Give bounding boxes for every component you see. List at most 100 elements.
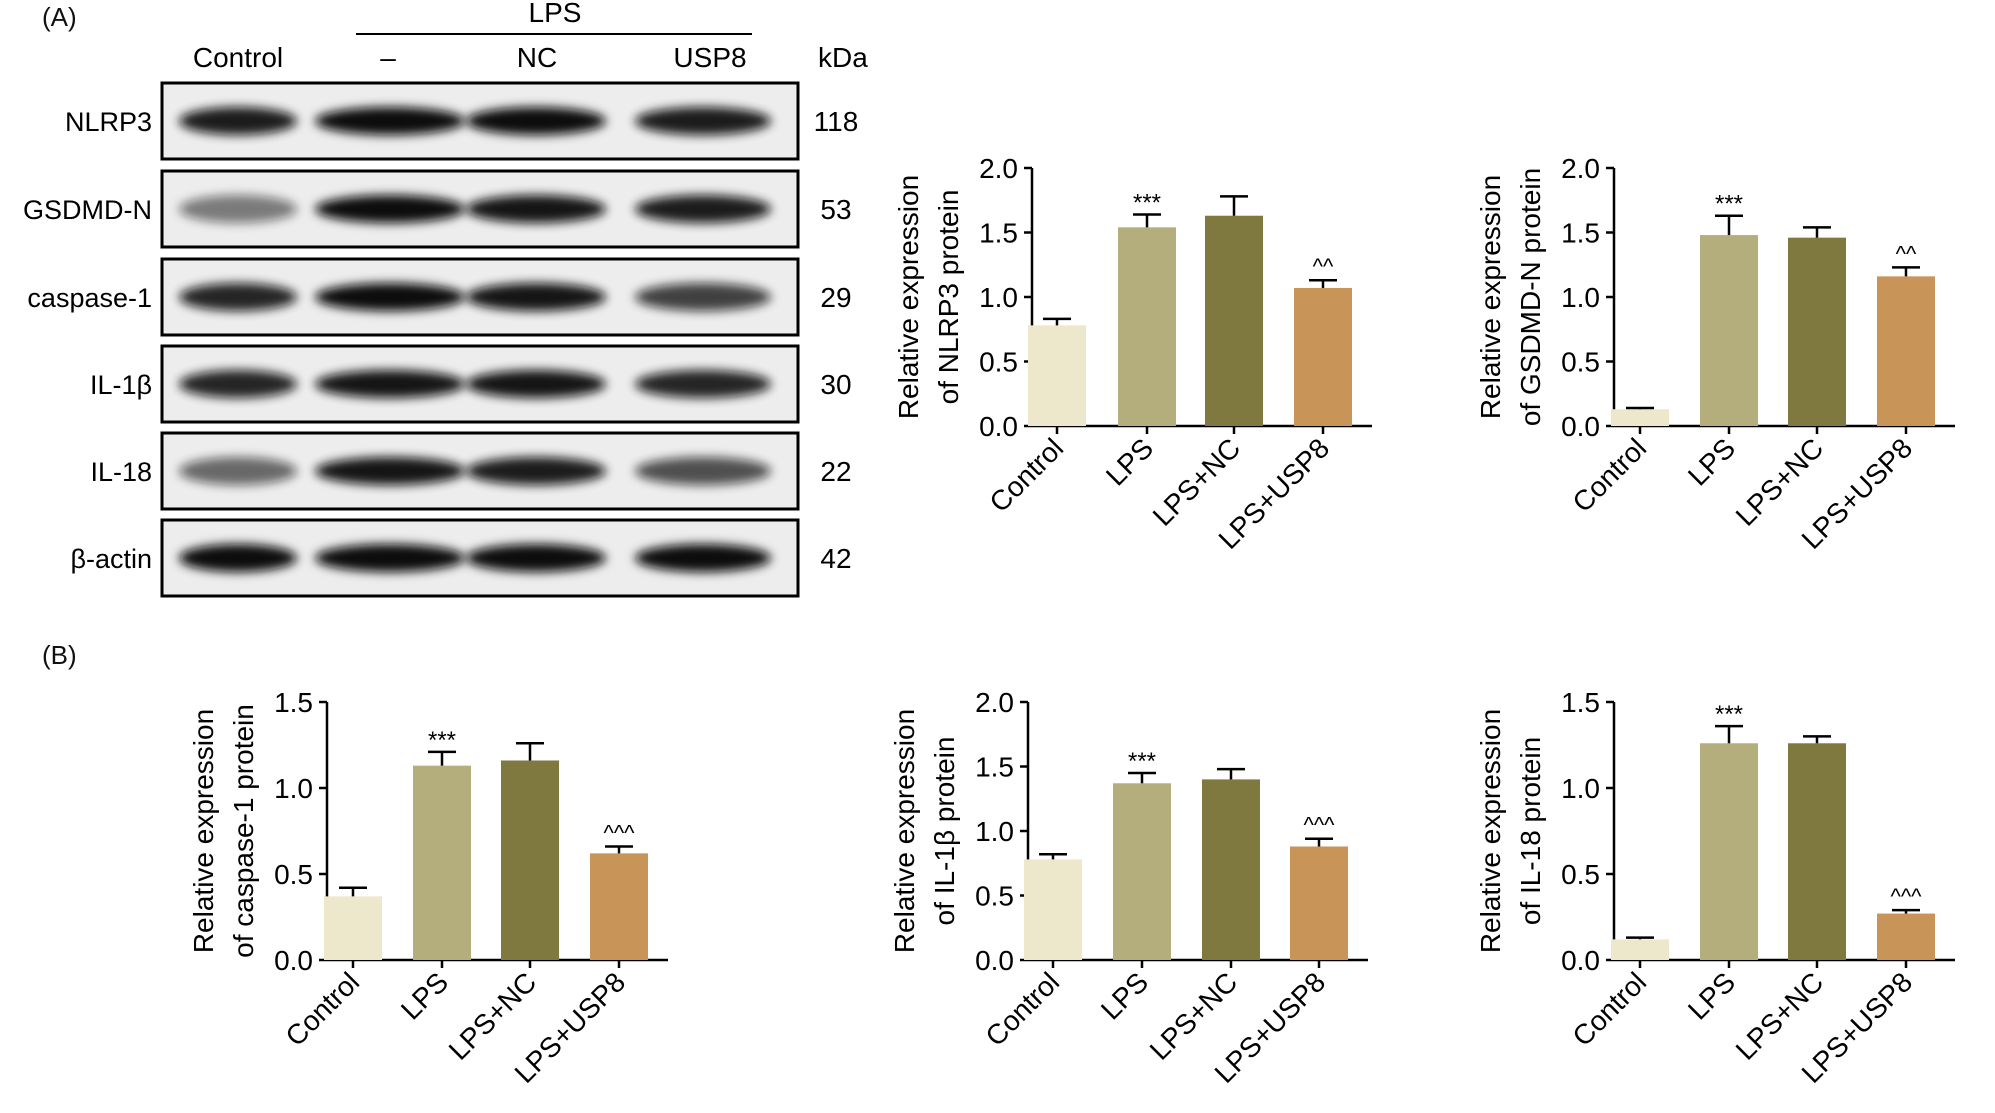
x-tick-label: LPS: [1095, 966, 1154, 1025]
blot-band: [315, 457, 465, 485]
y-tick-label: 1.0: [1561, 773, 1600, 804]
blot-band: [179, 544, 297, 572]
blot-band: [466, 107, 606, 135]
y-tick-label: 0.5: [1561, 347, 1600, 378]
y-tick-label: 1.5: [979, 218, 1018, 249]
bar-chart-3: 0.0 0.5 1.0 1.5 2.0 Relative expression of IL-…: [889, 687, 1368, 1089]
y-tick-label: 2.0: [1561, 153, 1600, 184]
y-axis-label: Relative expression of IL-18 protein: [1475, 709, 1546, 953]
blot-band: [179, 283, 297, 311]
x-tick-label: Control: [983, 432, 1069, 518]
kda-unit-label: kDa: [818, 42, 868, 73]
blot-band: [635, 457, 771, 485]
kda-value: 42: [820, 543, 851, 574]
y-axis-label-line: of IL-1β protein: [929, 737, 960, 926]
y-axis-label-line: Relative expression: [889, 709, 920, 953]
bar: [590, 853, 648, 960]
lane-label-lps: –: [380, 42, 396, 73]
blot-row-0: NLRP3 118: [65, 81, 859, 161]
blot-band: [179, 457, 297, 485]
y-axis-label-line: of GSDMD-N protein: [1515, 168, 1546, 426]
y-tick-label: 1.5: [1561, 218, 1600, 249]
protein-label: caspase-1: [27, 283, 152, 313]
lane-label-control: Control: [193, 42, 283, 73]
bar-chart-1: 0.0 0.5 1.0 1.5 2.0 Relative expression of GSD…: [1475, 153, 1955, 555]
kda-value: 22: [820, 456, 851, 487]
y-tick-label: 1.0: [1561, 282, 1600, 313]
bar: [1024, 859, 1082, 960]
y-axis-label-line: Relative expression: [188, 709, 219, 953]
blot-band: [635, 195, 771, 223]
y-tick-label: 0.5: [274, 859, 313, 890]
x-tick-label: Control: [1566, 966, 1652, 1052]
lane-label-nc: NC: [517, 42, 557, 73]
protein-label: GSDMD-N: [23, 195, 152, 225]
kda-value: 118: [814, 106, 859, 137]
blot-band: [315, 195, 465, 223]
y-tick-label: 0.0: [1561, 945, 1600, 976]
significance-label: ***: [428, 727, 456, 754]
blot-row-3: IL-1β 30: [90, 344, 852, 424]
significance-label: ^^^: [604, 820, 636, 845]
y-tick-label: 0.5: [1561, 859, 1600, 890]
blot-rows: NLRP3 118 GSDMD-N 53 caspase-1 29 IL-1β 30 IL-18…: [23, 81, 859, 598]
y-axis-label-line: of caspase-1 protein: [228, 704, 259, 958]
y-axis-label: Relative expression of caspase-1 protein: [188, 704, 259, 958]
y-axis-label-line: Relative expression: [1475, 709, 1506, 953]
y-axis-label-line: of NLRP3 protein: [933, 190, 964, 405]
bar-chart-4: 0.0 0.5 1.0 1.5 Relative expression of IL-18 …: [1475, 687, 1955, 1089]
bar: [1611, 409, 1669, 426]
significance-label: ^^^: [1891, 884, 1923, 909]
y-tick-label: 0.0: [975, 945, 1014, 976]
bar: [1788, 743, 1846, 960]
blot-band: [635, 544, 771, 572]
blot-row-4: IL-18 22: [90, 431, 852, 511]
y-tick-label: 1.0: [274, 773, 313, 804]
blot-band: [466, 544, 606, 572]
protein-label: IL-18: [90, 457, 152, 487]
blot-band: [466, 195, 606, 223]
significance-label: ***: [1133, 189, 1161, 216]
y-tick-label: 1.5: [274, 687, 313, 718]
x-tick-label: LPS: [1100, 432, 1159, 491]
bar: [413, 765, 471, 960]
protein-label: NLRP3: [65, 107, 152, 137]
kda-value: 29: [820, 282, 851, 313]
x-tick-label: LPS: [1682, 432, 1741, 491]
bar: [1028, 325, 1086, 426]
significance-label: ***: [1128, 748, 1156, 775]
y-tick-label: 1.0: [979, 282, 1018, 313]
panel-a-label: (A): [42, 2, 77, 32]
x-tick-label: Control: [279, 966, 365, 1052]
protein-label: IL-1β: [90, 370, 152, 400]
y-axis-label-line: Relative expression: [893, 175, 924, 419]
y-axis-label: Relative expression of GSDMD-N protein: [1475, 168, 1546, 426]
y-axis-label-line: Relative expression: [1475, 175, 1506, 419]
bar: [1700, 743, 1758, 960]
bar: [1611, 939, 1669, 960]
lane-label-usp8: USP8: [673, 42, 746, 73]
blot-band: [179, 107, 297, 135]
y-tick-label: 0.5: [979, 347, 1018, 378]
y-tick-label: 2.0: [975, 687, 1014, 718]
significance-label: ^^: [1896, 241, 1917, 266]
kda-value: 30: [820, 369, 851, 400]
y-axis-label-line: of IL-18 protein: [1515, 737, 1546, 925]
y-tick-label: 1.5: [975, 752, 1014, 783]
significance-label: ***: [1715, 701, 1743, 728]
x-tick-label: Control: [979, 966, 1065, 1052]
bar: [501, 760, 559, 960]
bar: [324, 896, 382, 960]
blot-band: [466, 283, 606, 311]
blot-row-5: β-actin 42: [70, 518, 852, 598]
bar: [1118, 227, 1176, 426]
y-tick-label: 0.0: [274, 945, 313, 976]
bar-chart-2: 0.0 0.5 1.0 1.5 Relative expression of caspas…: [188, 687, 668, 1089]
bar: [1202, 779, 1260, 960]
kda-value: 53: [820, 194, 851, 225]
blot-band: [466, 370, 606, 398]
protein-label: β-actin: [70, 544, 152, 574]
significance-label: ^^: [1313, 254, 1334, 279]
x-tick-label: Control: [1566, 432, 1652, 518]
